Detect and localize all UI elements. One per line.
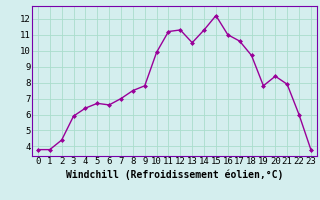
X-axis label: Windchill (Refroidissement éolien,°C): Windchill (Refroidissement éolien,°C) — [66, 169, 283, 180]
